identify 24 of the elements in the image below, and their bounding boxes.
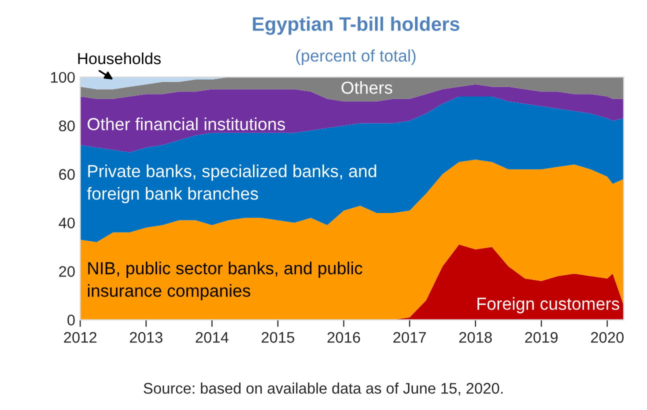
x-tick-label: 2016: [328, 332, 360, 343]
series-label: Other financial institutions: [88, 118, 285, 130]
series-label: Others: [342, 81, 392, 94]
y-tick-label: 100: [51, 72, 75, 83]
source-note: Source: based on available data as of June 15, 2020.: [144, 382, 503, 396]
x-tick-label: 2013: [130, 332, 162, 343]
y-tick-label: 80: [59, 120, 75, 132]
x-tick-label: 2018: [459, 332, 492, 343]
x-tick-label: 2019: [525, 332, 558, 343]
y-tick-label: 0: [67, 314, 75, 326]
series-label: NIB, public sector banks, and public insurance companies: [88, 262, 362, 300]
x-tick-label: 2015: [262, 332, 294, 343]
y-tick-label: 60: [59, 169, 75, 180]
series-label: Households: [78, 52, 161, 64]
series-label: Private banks, specialized banks, and foreign bank branches: [87, 164, 376, 204]
y-tick-label: 20: [59, 266, 75, 277]
y-tick-label: 40: [58, 218, 75, 228]
x-tick-label: 2020: [591, 332, 624, 343]
x-tick-label: 2012: [64, 332, 96, 343]
x-tick-label: 2014: [196, 332, 229, 343]
chart-title: Egyptian T-bill holders: [252, 16, 460, 35]
series-label: Foreign customers: [478, 297, 620, 314]
x-tick-label: 2017: [393, 332, 426, 343]
chart-subtitle: (percent of total): [296, 49, 416, 65]
